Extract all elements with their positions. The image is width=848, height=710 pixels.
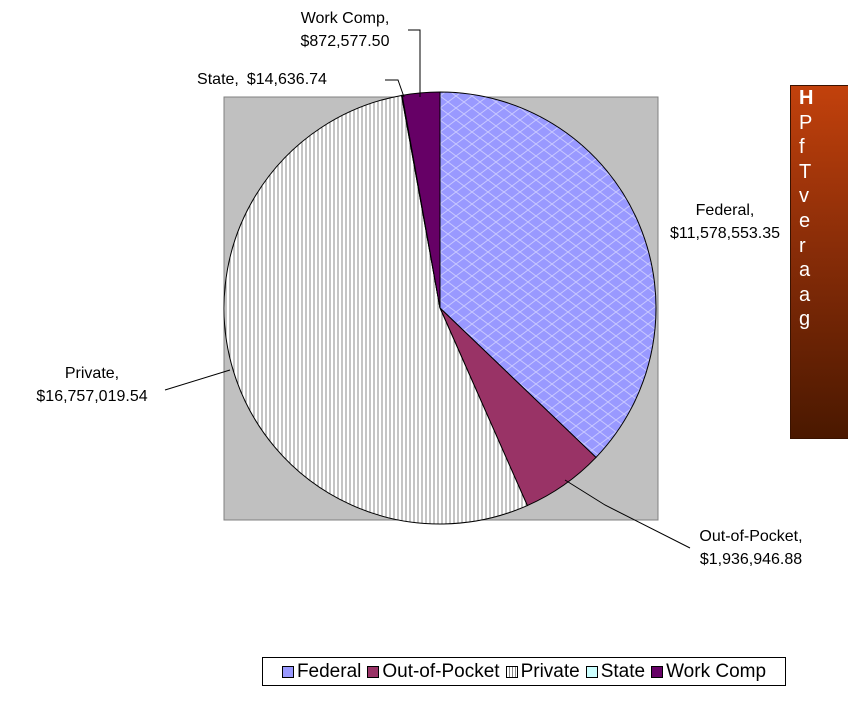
label-separator: , <box>750 202 754 219</box>
label-category: State <box>197 71 234 88</box>
leader-line <box>408 29 421 97</box>
legend-item: Out-of-Pocket <box>367 660 500 683</box>
label-separator: , <box>115 365 119 382</box>
leader-line <box>385 79 405 98</box>
legend-swatch <box>585 665 598 678</box>
note-line: T <box>799 160 812 183</box>
data-label: State, $14,636.74 <box>197 71 327 88</box>
legend-label: Out-of-Pocket <box>382 660 500 682</box>
data-label: Private, $16,757,019.54 <box>36 365 147 405</box>
leader-line <box>564 479 691 549</box>
note-line: P <box>799 111 813 134</box>
legend-label: Work Comp <box>666 660 767 682</box>
note-line: v <box>799 185 809 208</box>
note-line: a <box>799 259 811 282</box>
note-line: H <box>799 87 814 109</box>
leader-line <box>164 369 231 391</box>
label-category: Private <box>65 365 115 382</box>
legend-label: Private <box>520 660 580 682</box>
legend-item: Work Comp <box>651 661 766 683</box>
label-category: Work Comp <box>301 10 385 27</box>
legend: Federal Out-of-Pocket Private State Work Com… <box>262 657 786 686</box>
legend-item: Private <box>505 660 580 683</box>
note-line: a <box>799 283 811 306</box>
legend-label: Federal <box>296 660 362 682</box>
data-label: Work Comp, $872,577.50 <box>301 10 390 50</box>
legend-item: Federal <box>281 660 362 683</box>
pie-slice <box>439 91 657 459</box>
note-line: f <box>799 136 805 159</box>
pie-slice <box>401 91 441 309</box>
legend-item: State <box>585 660 646 683</box>
label-value: $872,577.50 <box>301 33 390 50</box>
legend-swatch <box>367 665 380 678</box>
label-value: $16,757,019.54 <box>36 388 147 405</box>
pie-slice <box>223 94 528 525</box>
label-separator: , <box>798 528 802 545</box>
note-line: e <box>799 209 811 232</box>
legend-label: State <box>600 660 646 682</box>
label-value: $14,636.74 <box>247 71 327 88</box>
label-separator: , <box>385 10 389 27</box>
note-line: r <box>799 234 806 257</box>
legend-swatch <box>505 665 518 678</box>
label-separator: , <box>234 71 238 88</box>
label-value: $1,936,946.88 <box>700 551 802 568</box>
data-label: Federal, $11,578,553.35 <box>670 202 780 242</box>
note-line: g <box>799 308 811 331</box>
label-category: Out-of-Pocket <box>699 528 798 545</box>
legend-swatch <box>281 665 294 678</box>
label-category: Federal <box>696 202 750 219</box>
data-label: Out-of-Pocket, $1,936,946.88 <box>699 528 802 568</box>
label-value: $11,578,553.35 <box>670 225 780 242</box>
legend-swatch <box>651 665 664 678</box>
